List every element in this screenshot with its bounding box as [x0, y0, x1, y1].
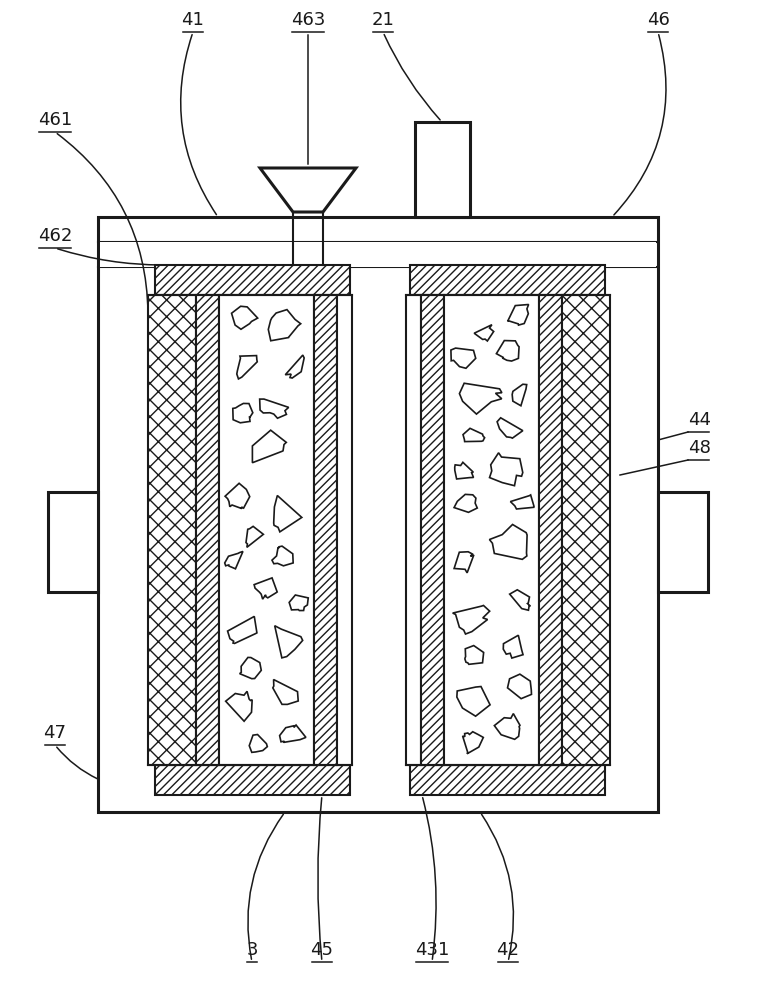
Polygon shape: [231, 306, 257, 329]
Polygon shape: [474, 325, 493, 341]
Polygon shape: [459, 383, 502, 414]
Polygon shape: [253, 430, 286, 463]
Polygon shape: [510, 590, 531, 610]
Polygon shape: [455, 462, 474, 479]
Bar: [539, 295, 562, 765]
Polygon shape: [272, 546, 293, 566]
Polygon shape: [225, 483, 250, 509]
Polygon shape: [463, 732, 483, 754]
Text: 47: 47: [43, 724, 67, 742]
Text: 431: 431: [415, 941, 449, 959]
Text: 461: 461: [38, 111, 72, 129]
Polygon shape: [510, 495, 534, 509]
Bar: [410, 265, 605, 295]
Polygon shape: [508, 674, 531, 699]
Text: 46: 46: [647, 11, 669, 29]
Bar: [148, 295, 196, 765]
Polygon shape: [490, 453, 523, 486]
Polygon shape: [494, 714, 520, 739]
Bar: [415, 122, 470, 217]
Polygon shape: [249, 735, 267, 752]
Polygon shape: [274, 496, 302, 532]
Bar: [196, 295, 219, 765]
Polygon shape: [490, 524, 527, 559]
Bar: [410, 765, 605, 795]
Bar: [98, 217, 658, 812]
Text: 48: 48: [688, 439, 711, 457]
Polygon shape: [240, 657, 261, 679]
Polygon shape: [275, 626, 303, 658]
Polygon shape: [289, 595, 308, 611]
Polygon shape: [452, 605, 490, 634]
Bar: [155, 765, 350, 795]
Polygon shape: [237, 356, 257, 379]
Polygon shape: [254, 578, 277, 599]
Bar: [421, 295, 444, 765]
Text: 462: 462: [38, 227, 72, 245]
Polygon shape: [512, 384, 527, 406]
Text: 42: 42: [496, 941, 519, 959]
Bar: [100, 242, 656, 267]
Polygon shape: [503, 635, 523, 658]
Polygon shape: [225, 551, 243, 569]
Polygon shape: [457, 687, 490, 716]
Polygon shape: [463, 428, 485, 442]
Polygon shape: [233, 403, 253, 423]
Polygon shape: [465, 646, 483, 664]
Text: 463: 463: [291, 11, 325, 29]
Polygon shape: [508, 304, 528, 325]
Text: 45: 45: [310, 941, 333, 959]
Bar: [444, 295, 539, 765]
Bar: [155, 265, 350, 295]
Polygon shape: [451, 348, 476, 368]
Polygon shape: [225, 691, 252, 721]
Bar: [219, 295, 314, 765]
Bar: [406, 295, 421, 765]
Polygon shape: [496, 341, 519, 361]
Polygon shape: [454, 494, 477, 512]
Polygon shape: [269, 310, 301, 341]
Polygon shape: [285, 355, 304, 378]
Bar: [658, 492, 708, 592]
Text: 3: 3: [246, 941, 258, 959]
Polygon shape: [228, 616, 257, 643]
Text: 44: 44: [688, 411, 711, 429]
Text: 41: 41: [181, 11, 204, 29]
Polygon shape: [260, 399, 288, 418]
Polygon shape: [497, 418, 523, 438]
Bar: [337, 295, 352, 765]
Bar: [314, 295, 337, 765]
Bar: [48, 492, 98, 592]
Polygon shape: [279, 725, 306, 742]
Polygon shape: [246, 526, 263, 547]
Text: 21: 21: [372, 11, 395, 29]
Polygon shape: [454, 552, 474, 573]
Bar: [562, 295, 610, 765]
Polygon shape: [260, 168, 356, 212]
Polygon shape: [272, 680, 298, 704]
